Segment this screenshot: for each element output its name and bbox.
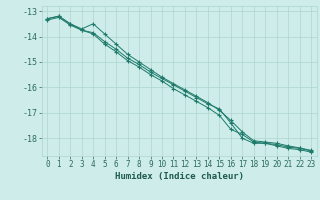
X-axis label: Humidex (Indice chaleur): Humidex (Indice chaleur) — [115, 172, 244, 181]
